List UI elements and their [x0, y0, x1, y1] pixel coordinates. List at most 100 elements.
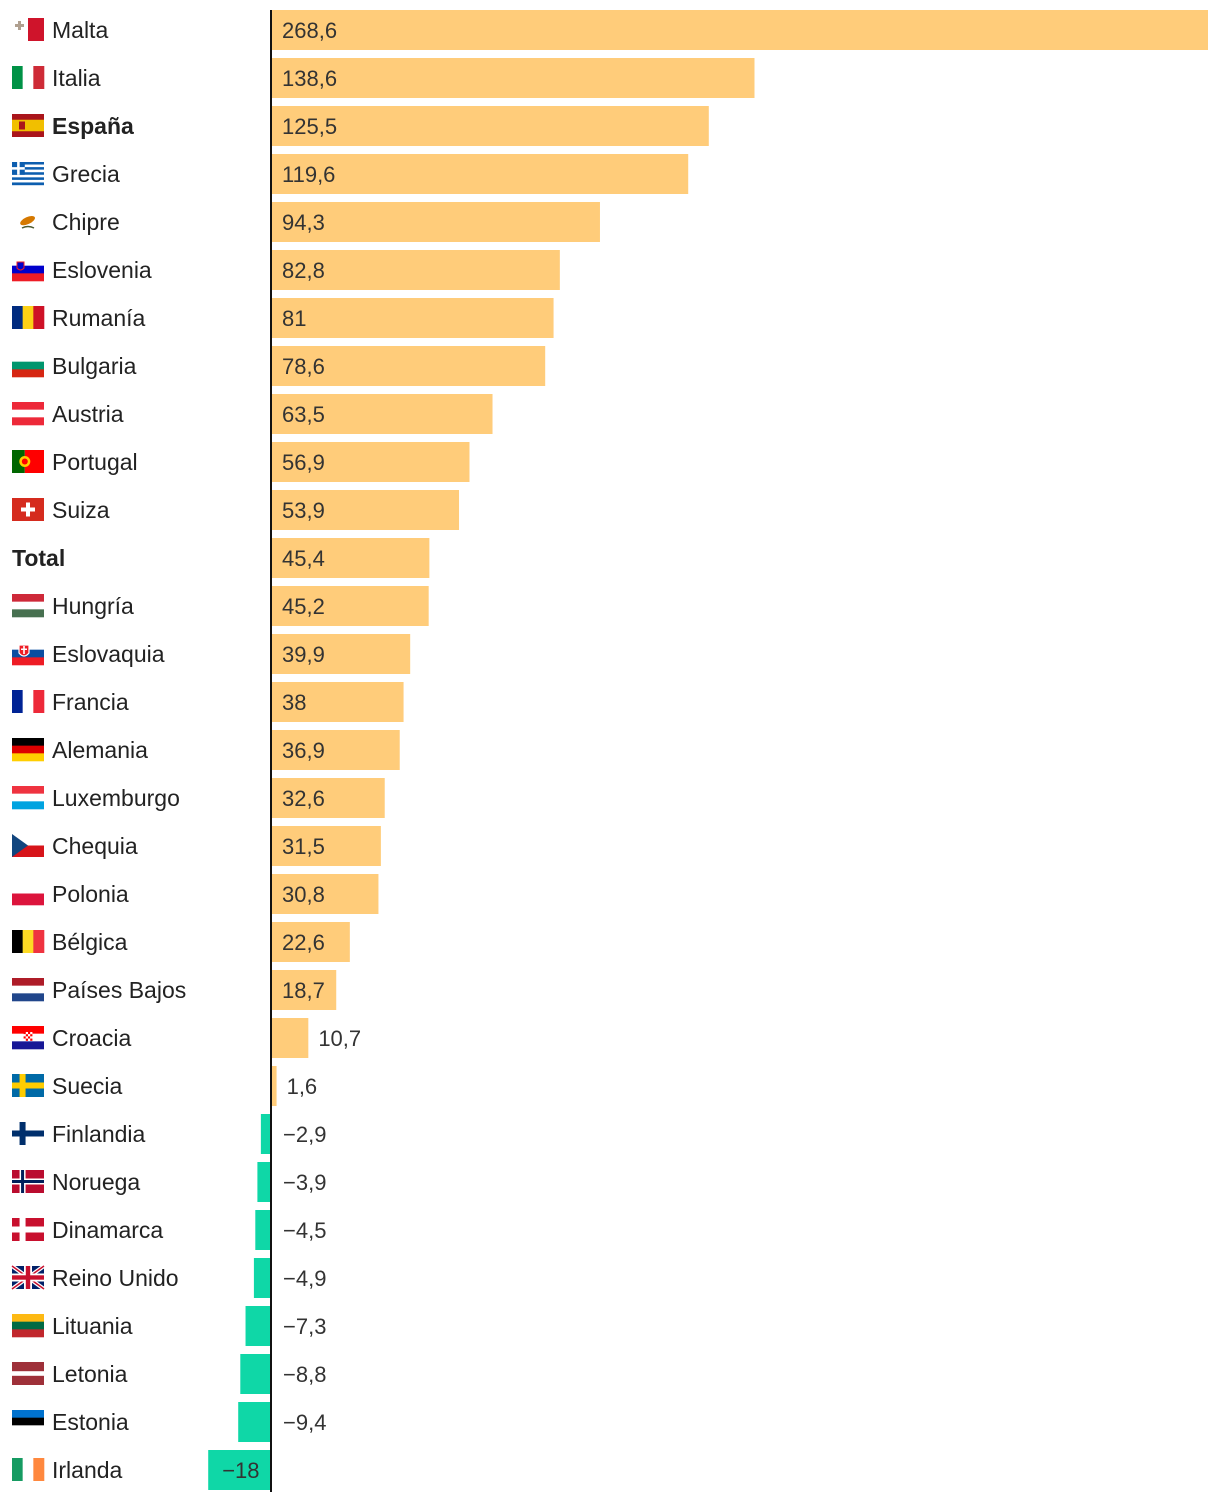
bar — [271, 394, 493, 434]
romania-flag-icon — [12, 306, 45, 329]
chart-row: Total 45,4 — [12, 538, 430, 578]
chart-row: Chequia 31,5 — [12, 826, 381, 866]
bar — [271, 778, 385, 818]
bar — [271, 490, 460, 530]
cyprus-flag-icon — [12, 210, 44, 233]
category-label: Noruega — [52, 1169, 140, 1195]
category-label: Polonia — [52, 881, 129, 907]
chart-row: Noruega −3,9 — [12, 1162, 326, 1202]
category-label: Croacia — [52, 1025, 131, 1051]
value-label: −2,9 — [283, 1122, 326, 1147]
bar — [271, 1018, 309, 1058]
bar — [271, 250, 560, 290]
category-label: Eslovaquia — [52, 641, 165, 667]
chart-row: Grecia 119,6 — [12, 154, 689, 194]
value-label: 78,6 — [282, 354, 325, 379]
bar — [245, 1306, 271, 1346]
chart-row: Lituania −7,3 — [12, 1306, 326, 1346]
chart-row: Luxemburgo 32,6 — [12, 778, 385, 818]
value-label: 94,3 — [282, 210, 325, 235]
category-label: Chipre — [52, 209, 120, 235]
chart-row: Letonia −8,8 — [12, 1354, 326, 1394]
netherlands-flag-icon — [12, 978, 44, 1002]
chart-row: Suecia 1,6 — [12, 1066, 317, 1106]
estonia-flag-icon — [12, 1410, 44, 1434]
value-label: 81 — [282, 306, 306, 331]
sweden-flag-icon — [12, 1074, 44, 1097]
value-label: 36,9 — [282, 738, 325, 763]
latvia-flag-icon — [12, 1362, 44, 1385]
category-label: Suecia — [52, 1073, 123, 1099]
bulgaria-flag-icon — [12, 354, 44, 378]
bar — [208, 1450, 271, 1490]
category-label: Rumanía — [52, 305, 146, 331]
slovenia-flag-icon — [12, 258, 44, 282]
rows-layer: Malta 268,6 Italia 138,6 España 125,5 Grecia 11… — [10, 10, 1208, 1490]
value-label: 10,7 — [318, 1026, 361, 1051]
value-label: 39,9 — [282, 642, 325, 667]
luxembourg-flag-icon — [12, 786, 44, 810]
hungary-flag-icon — [12, 594, 44, 618]
bar — [257, 1162, 271, 1202]
bar — [271, 58, 755, 98]
chart-row: Portugal 56,9 — [12, 442, 470, 482]
value-label: 45,2 — [282, 594, 325, 619]
denmark-flag-icon — [12, 1218, 44, 1241]
value-label: 38 — [282, 690, 306, 715]
category-label: Irlanda — [52, 1457, 123, 1483]
bar — [271, 298, 554, 338]
poland-flag-icon — [12, 882, 44, 906]
category-label: Lituania — [52, 1313, 133, 1339]
value-label: −4,9 — [283, 1266, 326, 1291]
chart-row: Dinamarca −4,5 — [12, 1210, 326, 1250]
category-label: Estonia — [52, 1409, 129, 1435]
chart-row: Croacia 10,7 — [12, 1018, 361, 1058]
croatia-flag-icon — [12, 1026, 44, 1050]
chart-row: Hungría 45,2 — [12, 586, 429, 626]
value-label: 31,5 — [282, 834, 325, 859]
chart-row: Suiza 53,9 — [12, 490, 460, 530]
uk-flag-icon — [10, 1264, 46, 1291]
value-label: 125,5 — [282, 114, 337, 139]
category-label: Total — [12, 545, 65, 571]
greece-flag-icon — [12, 162, 44, 186]
bar — [260, 1114, 271, 1154]
value-label: 45,4 — [282, 546, 325, 571]
chart-row: Francia 38 — [12, 682, 404, 722]
category-label: Reino Unido — [52, 1265, 179, 1291]
chart-row: Polonia 30,8 — [12, 874, 379, 914]
category-label: Suiza — [52, 497, 110, 523]
bar — [271, 1066, 277, 1106]
category-label: España — [52, 113, 134, 139]
bar — [238, 1402, 271, 1442]
chart-row: Eslovenia 82,8 — [12, 250, 560, 290]
spain-flag-icon — [12, 114, 44, 137]
value-label: 53,9 — [282, 498, 325, 523]
bar — [271, 970, 337, 1010]
bar — [271, 682, 404, 722]
chart-row: Rumanía 81 — [12, 298, 554, 338]
germany-flag-icon — [12, 738, 44, 762]
category-label: Dinamarca — [52, 1217, 163, 1243]
chart-row: Malta 268,6 — [12, 10, 1208, 50]
chart-row: España 125,5 — [12, 106, 709, 146]
bar — [271, 874, 379, 914]
bar — [271, 202, 600, 242]
category-label: Alemania — [52, 737, 148, 763]
value-label: −3,9 — [283, 1170, 326, 1195]
category-label: Finlandia — [52, 1121, 146, 1147]
chart-row: Estonia −9,4 — [12, 1402, 326, 1442]
finland-flag-icon — [12, 1122, 44, 1145]
chart-row: Reino Unido −4,9 — [10, 1258, 326, 1298]
value-label: 138,6 — [282, 66, 337, 91]
value-label: 18,7 — [282, 978, 325, 1003]
chart-row: Países Bajos 18,7 — [12, 970, 337, 1010]
bar — [271, 634, 411, 674]
category-label: Hungría — [52, 593, 134, 619]
bar — [253, 1258, 271, 1298]
czechia-flag-icon — [12, 834, 44, 857]
bar — [271, 154, 689, 194]
category-label: Grecia — [52, 161, 120, 187]
category-label: Francia — [52, 689, 129, 715]
bar — [271, 826, 381, 866]
